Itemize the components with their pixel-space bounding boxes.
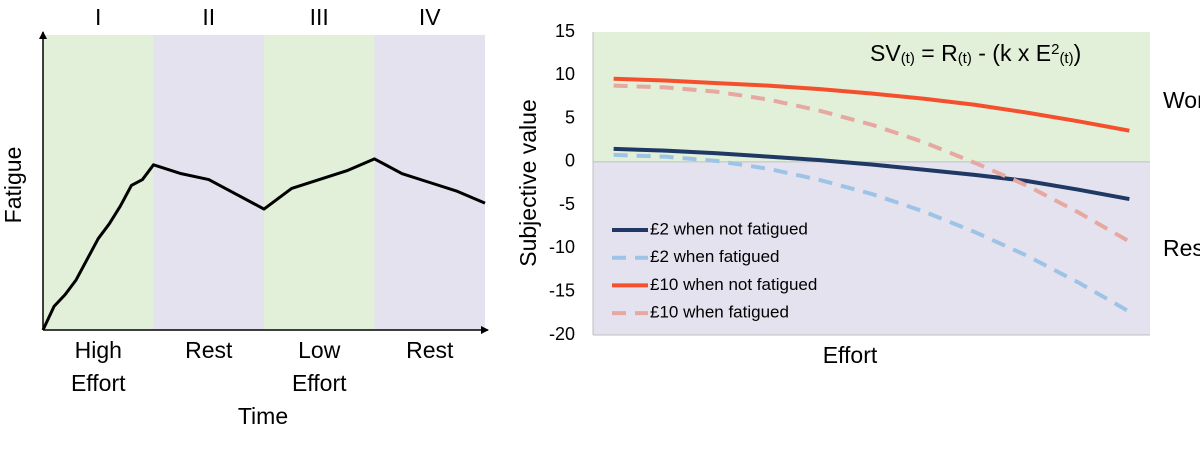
region-band bbox=[593, 32, 1150, 162]
region-band bbox=[593, 161, 1150, 335]
region-label: Work bbox=[1163, 87, 1200, 113]
y-axis-arrow bbox=[39, 31, 47, 39]
y-tick-label: -15 bbox=[549, 280, 575, 300]
y-tick-label: -10 bbox=[549, 237, 575, 257]
y-tick-label: 10 bbox=[555, 64, 575, 84]
y-tick-label: 15 bbox=[555, 21, 575, 41]
equation-part: = R bbox=[915, 40, 958, 66]
y-axis-title: Fatigue bbox=[0, 147, 26, 224]
phase-label: II bbox=[202, 4, 215, 30]
phase-caption: Low Effort bbox=[292, 337, 347, 396]
y-axis-title: Subjective value bbox=[515, 99, 541, 267]
data-line bbox=[613, 76, 1130, 133]
phase-label: I bbox=[95, 4, 101, 30]
data-line bbox=[613, 152, 1131, 314]
region-label: Rest bbox=[1163, 235, 1200, 261]
equation-part: 2 bbox=[1051, 41, 1059, 58]
phase-band bbox=[264, 35, 375, 330]
phase-label: III bbox=[310, 4, 329, 30]
data-line bbox=[41, 157, 486, 331]
legend-label: £2 when not fatigued bbox=[650, 219, 808, 238]
caption-line: Low bbox=[298, 337, 341, 363]
phase-caption: Rest bbox=[406, 337, 454, 363]
legend-label: £2 when fatigued bbox=[650, 247, 780, 266]
caption-line: Effort bbox=[292, 370, 347, 396]
phase-label: IV bbox=[419, 4, 441, 30]
equation-part: (t) bbox=[901, 50, 915, 67]
y-tick-label: 5 bbox=[565, 107, 575, 127]
equation: SV(t) = R(t) - (k x E2(t)) bbox=[870, 40, 1081, 67]
data-line bbox=[613, 146, 1130, 202]
caption-line: Effort bbox=[71, 370, 126, 396]
phase-caption: Rest bbox=[185, 337, 233, 363]
x-axis-arrow bbox=[481, 326, 489, 334]
y-tick-label: -5 bbox=[559, 194, 575, 214]
equation-part: (t) bbox=[958, 50, 972, 67]
phase-band bbox=[153, 35, 264, 330]
legend-label: £10 when fatigued bbox=[650, 303, 789, 322]
equation-part: - (k x E bbox=[972, 40, 1051, 66]
legend-label: £10 when not fatigued bbox=[650, 275, 817, 294]
equation-part: ) bbox=[1074, 40, 1082, 66]
phase-caption: High Effort bbox=[71, 337, 126, 396]
x-axis-title: Time bbox=[238, 403, 288, 429]
y-tick-label: 0 bbox=[565, 151, 575, 171]
y-tick-label: -20 bbox=[549, 324, 575, 344]
caption-line: High bbox=[75, 337, 122, 363]
equation-part: SV bbox=[870, 40, 901, 66]
data-line bbox=[613, 83, 1131, 244]
x-axis-title: Effort bbox=[823, 342, 878, 368]
equation-part: (t) bbox=[1059, 50, 1073, 67]
